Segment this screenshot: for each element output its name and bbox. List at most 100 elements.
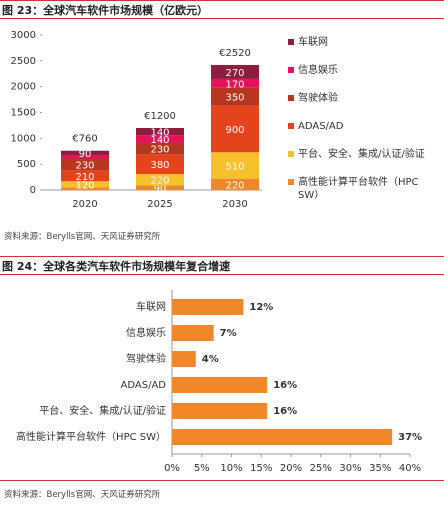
x-tick-label: 10% <box>220 463 242 474</box>
bar-segment <box>136 135 184 143</box>
x-tick-label: 40% <box>399 463 421 474</box>
legend-label: 信息娱乐 <box>298 65 338 76</box>
y-tick-label: 车联网 <box>136 300 166 313</box>
x-tick-label: 20% <box>280 463 302 474</box>
y-tick-label: 3000 <box>11 30 36 41</box>
bar-segment <box>211 105 259 153</box>
x-tick-label: 30% <box>339 463 361 474</box>
data-label: 4% <box>202 354 219 365</box>
x-tick-label: 5% <box>194 463 210 474</box>
legend-item: 信息娱乐 <box>288 64 438 92</box>
data-label: 12% <box>249 302 273 313</box>
legend-label: 驾驶体验 <box>298 93 338 104</box>
bar-segment <box>61 150 109 156</box>
chart: 0% 5% 10% 15% 20% 25% 30% 35% 40% 车联网 12% 信息娱乐 7% 驾驶体… <box>16 290 422 474</box>
data-label: 170 <box>225 79 244 90</box>
data-label: 120 <box>75 180 94 191</box>
legend-label: ADAS/AD <box>298 121 344 132</box>
data-label: 350 <box>225 93 244 104</box>
y-tick-label: 1500 <box>11 108 36 119</box>
data-label: 7% <box>220 328 237 339</box>
bar-segment <box>136 142 184 155</box>
bar-segment <box>211 87 259 106</box>
rule <box>0 480 444 481</box>
y-tick-label: 2500 <box>11 56 36 67</box>
x-tick-label: 2030 <box>222 199 247 210</box>
bar <box>172 403 268 419</box>
bar-segment <box>211 78 259 88</box>
data-label: 900 <box>225 125 244 136</box>
data-label: 90 <box>154 184 167 195</box>
bar <box>172 377 268 393</box>
legend-item: 车联网 <box>288 36 438 64</box>
caption: 图 24：全球各类汽车软件市场规模年复合增速 <box>0 256 444 275</box>
data-label: 220 <box>225 180 244 191</box>
data-label: 37% <box>398 432 422 443</box>
bar <box>172 299 244 315</box>
legend-item: 平台、安全、集成/认证/验证 <box>288 148 438 176</box>
data-label: 140 <box>150 135 169 146</box>
bar-segment <box>136 173 184 186</box>
bar-segment <box>136 154 184 174</box>
data-label: 380 <box>150 160 169 171</box>
bar <box>172 325 214 341</box>
bar-segment <box>61 170 109 182</box>
legend-swatch <box>288 179 294 185</box>
legend-swatch <box>288 151 294 157</box>
source: 资料来源：Berylls官网、天风证券研究所 <box>4 232 161 242</box>
data-label: 90 <box>79 149 92 160</box>
y-tick-label: 0 <box>30 185 36 196</box>
y-tick-label: 高性能计算平台软件（HPC SW） <box>16 430 166 443</box>
data-label: 16% <box>273 380 297 391</box>
bar-segment <box>136 185 184 190</box>
y-tick-label: ADAS/AD <box>121 380 167 391</box>
data-label: 140 <box>150 128 169 139</box>
legend-label: 高性能计算平台软件（HPC SW） <box>298 177 419 201</box>
legend-item: ADAS/AD <box>288 120 438 148</box>
data-label: 210 <box>75 172 94 183</box>
data-label: 510 <box>225 161 244 172</box>
x-tick-label: 2025 <box>147 199 172 210</box>
data-label: 230 <box>75 160 94 171</box>
x-tick-label: 25% <box>310 463 332 474</box>
y-tick-label: 2000 <box>11 82 36 93</box>
data-label: 16% <box>273 406 297 417</box>
x-tick-label: 0% <box>164 463 180 474</box>
chart: 050010001500200025003000202012021023090€… <box>11 30 262 210</box>
y-tick-label: 信息娱乐 <box>126 326 166 339</box>
caption: 图 23：全球汽车软件市场规模（亿欧元） <box>0 0 444 19</box>
x-tick-label: 15% <box>250 463 272 474</box>
bar-segment <box>211 178 259 190</box>
bar-segment <box>211 152 259 179</box>
legend-swatch <box>288 39 294 45</box>
total-label: €2520 <box>219 48 251 59</box>
legend-label: 车联网 <box>298 37 328 48</box>
data-label: 230 <box>150 144 169 155</box>
bar-segment <box>211 64 259 79</box>
legend-swatch <box>288 67 294 73</box>
total-label: €1200 <box>144 111 176 122</box>
bar-segment <box>61 187 109 190</box>
legend-swatch <box>288 95 294 101</box>
x-tick-label: 35% <box>369 463 391 474</box>
total-label: €760 <box>72 134 97 145</box>
legend-item: 高性能计算平台软件（HPC SW） <box>288 176 438 204</box>
data-label: 220 <box>150 176 169 187</box>
legend-label: 平台、安全、集成/认证/验证 <box>298 149 425 160</box>
legend-swatch <box>288 123 294 129</box>
bar <box>172 429 393 445</box>
x-tick-label: 2020 <box>72 199 97 210</box>
y-tick-label: 1000 <box>11 133 36 144</box>
y-tick-label: 驾驶体验 <box>126 352 166 365</box>
bar-segment <box>61 158 109 171</box>
y-tick-label: 平台、安全、集成/认证/验证 <box>39 404 166 417</box>
bar <box>172 351 196 367</box>
source: 资料来源：Berylls官网、天风证券研究所 <box>4 490 161 500</box>
bar-segment <box>61 181 109 188</box>
y-tick-label: 500 <box>17 159 36 170</box>
bar-segment <box>61 155 109 159</box>
legend-item: 驾驶体验 <box>288 92 438 120</box>
bar-segment <box>136 128 184 136</box>
legend: 车联网信息娱乐驾驶体验 ADAS/AD 平台、安全、集成/认证/验证高性能计算平台软… <box>288 36 438 204</box>
